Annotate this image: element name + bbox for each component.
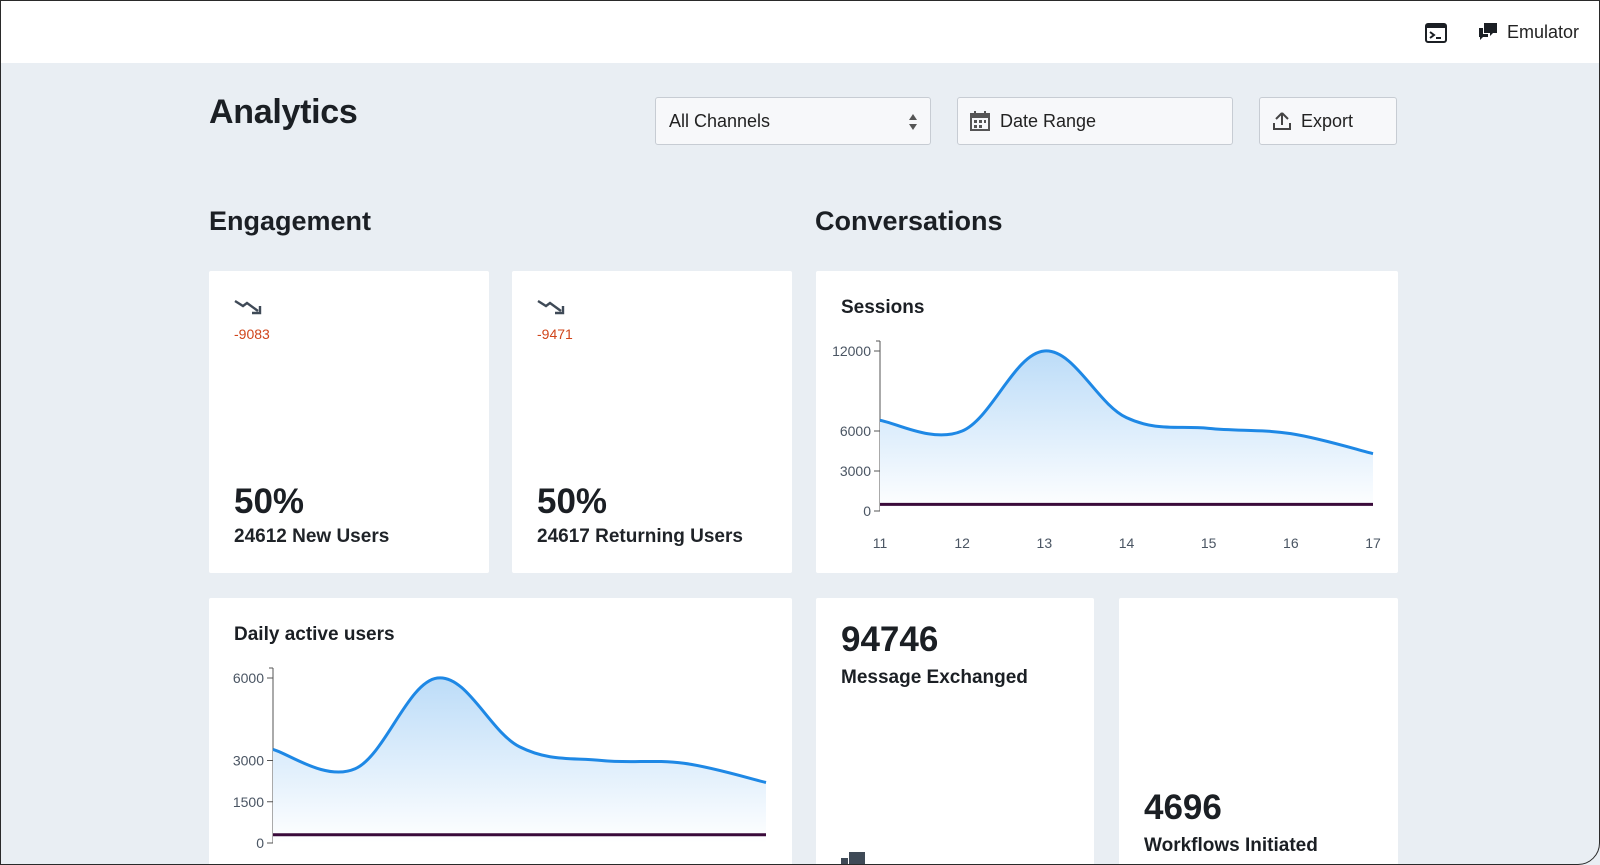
x-tick-label: 12 [954, 535, 970, 551]
new-users-delta: -9083 [234, 326, 270, 342]
x-tick-label: 13 [1037, 535, 1053, 551]
chat-bubbles-icon [1479, 23, 1497, 40]
conversations-heading: Conversations [815, 206, 1003, 236]
trending-down-icon [234, 299, 262, 315]
engagement-heading: Engagement [209, 206, 372, 236]
daily-active-users-title: Daily active users [234, 624, 395, 645]
channel-select[interactable]: All Channels [655, 97, 931, 145]
sessions-chart: 0 3000 6000 12000 11 12 13 14 15 16 17 [832, 340, 1381, 551]
emulator-button[interactable]: Emulator [1477, 21, 1579, 43]
y-tick-label: 6000 [840, 423, 871, 439]
x-tick-label: 14 [1119, 535, 1135, 551]
calendar-icon [970, 111, 990, 131]
y-tick-label: 0 [863, 503, 871, 519]
y-tick-label: 0 [256, 835, 264, 851]
returning-users-card: -9471 50% 24617 Returning Users [512, 271, 792, 573]
channel-select-value: All Channels [669, 110, 771, 131]
x-tick-label: 15 [1201, 535, 1217, 551]
trending-down-icon [537, 299, 565, 315]
new-users-card: -9083 50% 24612 New Users [209, 271, 489, 573]
series-area [880, 350, 1373, 511]
terminal-icon[interactable] [1425, 23, 1447, 43]
export-button[interactable]: Export [1259, 97, 1397, 145]
x-tick-label: 16 [1283, 535, 1299, 551]
returning-users-delta: -9471 [537, 326, 573, 342]
upload-icon [1273, 112, 1291, 130]
workflows-label: Workflows Initiated [1144, 835, 1318, 856]
top-bar: Emulator [1, 1, 1599, 63]
daily-active-users-chart: 015003000600011121314151617 [233, 667, 767, 851]
series-line [879, 349, 1374, 456]
workflows-card: 4696 Workflows Initiated [1119, 598, 1398, 864]
returning-users-label: 24617 Returning Users [537, 526, 743, 547]
daily-active-users-card: Daily active users 015003000600011121314… [209, 598, 792, 864]
y-tick-label: 3000 [840, 463, 871, 479]
series-line [272, 676, 767, 784]
new-users-label: 24612 New Users [234, 526, 390, 547]
page-title: Analytics [209, 93, 358, 131]
messages-label: Message Exchanged [841, 667, 1028, 688]
x-tick-label: 11 [873, 535, 888, 551]
bar-icon [841, 852, 865, 864]
y-tick-label: 3000 [233, 753, 264, 769]
date-range-label: Date Range [1000, 110, 1097, 131]
export-label: Export [1301, 110, 1354, 131]
returning-users-percent: 50% [537, 482, 608, 521]
workflows-value: 4696 [1144, 788, 1222, 827]
emulator-label: Emulator [1507, 21, 1580, 42]
messages-value: 94746 [841, 620, 939, 659]
sessions-title: Sessions [841, 297, 925, 318]
x-tick-label: 17 [1365, 535, 1381, 551]
sessions-card: Sessions 0 3000 6000 12000 11 12 13 14 15 16 17 [816, 271, 1398, 573]
date-range-button[interactable]: Date Range [957, 97, 1233, 145]
new-users-percent: 50% [234, 482, 305, 521]
sort-arrows-icon [909, 114, 917, 130]
y-tick-label: 6000 [233, 670, 264, 686]
y-tick-label: 1500 [233, 794, 264, 810]
series-area [273, 677, 766, 843]
messages-card: 94746 Message Exchanged [816, 598, 1094, 864]
y-tick-label: 12000 [832, 343, 871, 359]
